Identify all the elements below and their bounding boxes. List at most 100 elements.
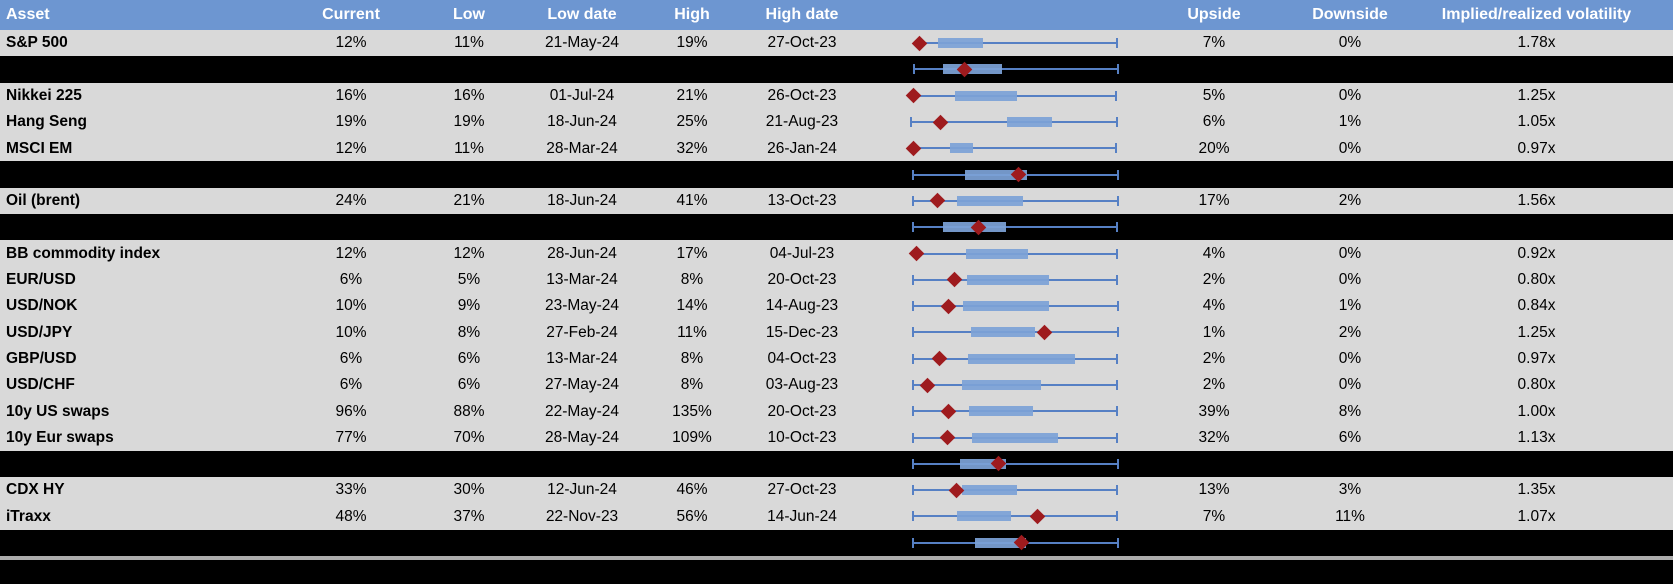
high-date-value: 27-Oct-23 [767,481,837,499]
implied-realized-value: 0.97x [1517,139,1556,157]
high-value: 109% [672,428,712,446]
asset-label: S&P 500 [6,34,68,52]
bottom-divider [0,555,1673,560]
table-row: USD/CHF 6% 6% 27-May-24 8% 03-Aug-23 2% … [0,371,1673,399]
upside-value: 2% [1202,271,1226,289]
implied-realized-value: 1.07x [1517,507,1556,525]
high-date-value: 03-Aug-23 [765,376,839,394]
high-value: 41% [676,192,708,210]
whisker-cap-left [912,301,915,312]
col-header-low: Low [453,6,485,23]
whisker-cap-right [1115,485,1118,496]
upside-value: 1% [1202,323,1226,341]
low-date-value: 12-Jun-24 [547,481,617,499]
implied-realized-value: 0.97x [1517,349,1556,367]
range-box [971,432,1059,443]
current-value: 6% [339,349,363,367]
low-value: 37% [453,507,485,525]
downside-value: 8% [1338,402,1362,420]
range-box [954,90,1018,101]
low-date-value: 18-Jun-24 [547,192,617,210]
high-value: 8% [680,376,704,394]
current-marker-icon [930,193,946,209]
range-boxplot [858,372,1128,398]
asset-label: USD/CHF [6,376,75,394]
current-value: 96% [335,402,367,420]
table-row: Nikkei 225 16% 16% 01-Jul-24 21% 26-Oct-… [0,82,1673,109]
whisker-cap-left [912,406,915,417]
low-value: 21% [453,192,485,210]
range-boxplot [858,530,1128,556]
high-date-value: 13-Oct-23 [767,192,837,210]
range-box [966,248,1029,259]
current-marker-icon [908,245,924,262]
downside-value: 2% [1338,192,1362,210]
current-value: 48% [335,507,367,525]
whisker-cap-right [1115,222,1118,233]
range-boxplot [858,135,1128,161]
range-box [967,353,1076,364]
current-value: 12% [335,34,367,52]
upside-value: 2% [1202,349,1226,367]
upside-value: 5% [1202,86,1226,104]
range-boxplot [858,451,1128,477]
high-date-value: 04-Jul-23 [769,244,835,262]
high-value: 56% [676,507,708,525]
table-row [0,56,1673,83]
current-value: 12% [335,139,367,157]
whisker-line [913,226,1117,229]
whisker-cap-right [1115,274,1118,285]
upside-value: 17% [1198,192,1230,210]
asset-label: Oil (brent) [6,192,81,210]
low-value: 88% [453,402,485,420]
bottom-filler [0,559,1673,584]
whisker-cap-right [1115,248,1118,259]
low-date-value: 28-May-24 [544,428,620,446]
low-value: 70% [453,428,485,446]
whisker-cap-right [1117,327,1119,338]
asset-label: Hang Seng [6,113,87,131]
whisker-cap-left [912,195,915,206]
current-marker-icon [905,87,921,104]
table-row: 10y Eur swaps 77% 70% 28-May-24 109% 10-… [0,424,1673,451]
low-date-value: 27-Feb-24 [546,323,618,341]
high-value: 19% [676,34,708,52]
whisker-cap-left [912,353,915,364]
high-value: 11% [677,323,707,341]
low-date-value: 28-Jun-24 [547,244,617,262]
low-value: 30% [453,481,485,499]
upside-value: 13% [1198,481,1230,499]
high-date-value: 10-Oct-23 [767,428,837,446]
current-value: 77% [335,428,367,446]
upside-value: 20% [1198,139,1230,157]
range-box [937,38,983,49]
current-marker-icon [932,114,948,130]
whisker-cap-right [1115,143,1118,154]
table-row: MSCI EM 12% 11% 28-Mar-24 32% 26-Jan-24 … [0,135,1673,162]
range-boxplot [858,477,1128,503]
range-boxplot [858,293,1128,319]
current-marker-icon [941,403,957,420]
range-boxplot [858,188,1128,214]
whisker-line [919,42,1117,45]
col-header-implied-realized: Implied/realized volatility [1441,6,1632,23]
whisker-cap-left [912,511,915,522]
high-date-value: 26-Oct-23 [767,86,837,104]
high-date-value: 20-Oct-23 [767,271,837,289]
table-row: EUR/USD 6% 5% 13-Mar-24 8% 20-Oct-23 2% … [0,266,1673,293]
upside-value: 2% [1202,376,1226,394]
high-value: 21% [676,86,708,104]
high-value: 32% [676,139,708,157]
whisker-line [913,515,1117,518]
whisker-cap-right [1115,432,1118,443]
table-row [0,214,1673,241]
downside-value: 0% [1338,376,1362,394]
low-value: 12% [453,244,485,262]
low-date-value: 22-Nov-23 [545,507,619,525]
current-value: 33% [335,481,367,499]
range-boxplot [858,214,1128,240]
table-body: S&P 500 12% 11% 21-May-24 19% 27-Oct-23 … [0,30,1673,556]
downside-value: 0% [1338,139,1362,157]
range-boxplot [858,56,1128,82]
